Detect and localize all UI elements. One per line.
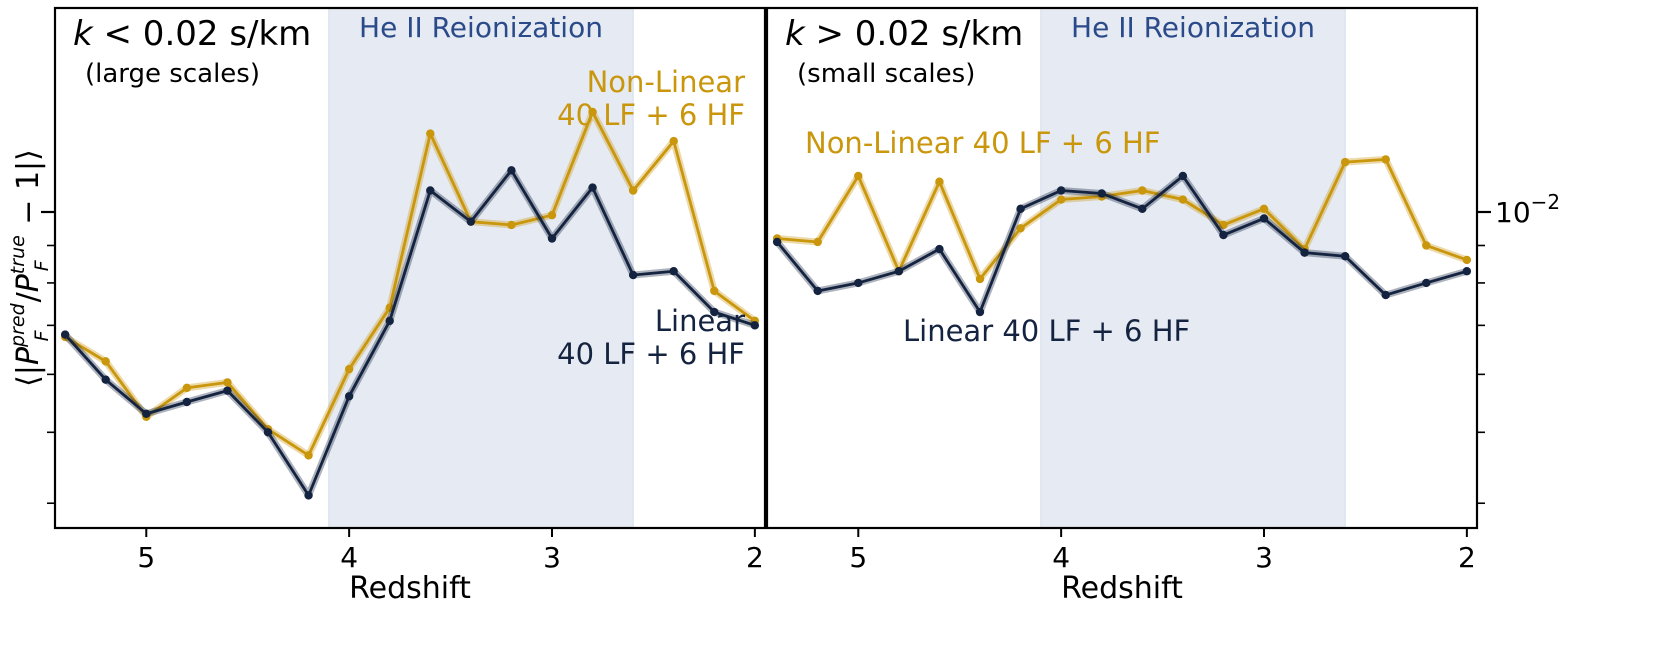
plot-frame xyxy=(53,6,767,530)
data-point xyxy=(547,210,557,220)
x-tick-label: 4 xyxy=(340,541,358,574)
data-point xyxy=(894,267,904,276)
series-label-linear: Linear 40 LF + 6 HF xyxy=(548,304,745,371)
data-point xyxy=(1462,267,1472,276)
data-point xyxy=(628,270,638,280)
data-point xyxy=(426,129,435,138)
data-point xyxy=(710,286,719,296)
x-tick-label: 2 xyxy=(746,541,764,574)
x-tick-label: 3 xyxy=(1255,541,1273,574)
data-point xyxy=(813,237,822,247)
data-point xyxy=(772,237,782,247)
data-point xyxy=(1381,290,1390,300)
data-point xyxy=(1219,220,1228,230)
x-axis-label: Redshift xyxy=(349,571,471,606)
series-label-non-linear: Non-Linear 40 LF + 6 HF xyxy=(805,126,1160,160)
data-point xyxy=(1259,214,1269,223)
data-point xyxy=(588,183,597,192)
data-point xyxy=(669,267,678,276)
he-ii-reionization-band xyxy=(1040,7,1346,529)
data-point xyxy=(750,321,760,330)
data-point xyxy=(101,357,110,366)
data-point xyxy=(628,186,638,195)
data-point xyxy=(975,274,985,284)
data-point xyxy=(182,397,192,407)
data-point xyxy=(854,278,863,288)
series-line xyxy=(64,110,756,457)
x-tick-label: 5 xyxy=(849,541,867,574)
data-point xyxy=(426,186,435,195)
panel-subtitle: (small scales) xyxy=(797,59,975,89)
panel-title: k > 0.02 s/km xyxy=(785,14,1023,54)
series-non-linear xyxy=(772,155,1472,284)
y-axis-label: ⟨|Ppred F/Ptrue F − 1|⟩ xyxy=(7,149,53,387)
data-point xyxy=(223,378,232,387)
data-point xyxy=(1422,241,1431,250)
panel-2: He II Reionization Non-Linear 40 LF + 6 H… xyxy=(765,6,1560,606)
data-point xyxy=(1056,186,1066,195)
data-point xyxy=(1056,195,1066,204)
plot-frame xyxy=(765,6,1479,530)
x-axis-label: Redshift xyxy=(1061,571,1183,606)
x-tick-label: 3 xyxy=(543,541,561,574)
data-point xyxy=(1219,230,1228,240)
series-non-linear xyxy=(60,107,760,460)
data-point xyxy=(1178,171,1188,181)
data-point xyxy=(935,244,944,254)
x-tick-label: 2 xyxy=(1458,541,1476,574)
x-tick-label: 5 xyxy=(137,541,155,574)
data-point xyxy=(344,392,354,401)
data-point xyxy=(1381,155,1390,164)
data-point xyxy=(669,136,678,146)
data-point xyxy=(1097,189,1106,198)
series-linear xyxy=(60,166,760,500)
y-tick-label: 10−2 xyxy=(1495,190,1560,229)
data-point xyxy=(1178,195,1188,204)
data-point xyxy=(1016,204,1025,214)
series-label-linear: Linear 40 LF + 6 HF xyxy=(903,314,1190,348)
band-label: He II Reionization xyxy=(359,11,603,44)
data-point xyxy=(385,316,394,326)
data-point xyxy=(60,330,70,339)
data-point xyxy=(263,428,273,437)
data-point xyxy=(710,307,719,317)
data-point xyxy=(1300,248,1309,257)
data-point xyxy=(182,383,192,393)
series-line xyxy=(776,174,1468,314)
data-point xyxy=(935,177,944,186)
data-point xyxy=(813,286,822,296)
panel-1: He II Reionization Non-Linear 40 LF + 6 H… xyxy=(7,6,767,606)
data-point xyxy=(547,234,557,243)
data-point xyxy=(975,307,985,317)
data-point xyxy=(1422,278,1431,288)
data-point xyxy=(1259,204,1269,214)
he-ii-reionization-band xyxy=(328,7,634,529)
series-line xyxy=(777,157,1468,281)
panel-subtitle: (large scales) xyxy=(85,59,260,89)
data-point xyxy=(142,409,151,418)
data-point xyxy=(466,217,476,226)
panel-title: k < 0.02 s/km xyxy=(73,14,311,54)
data-point xyxy=(101,375,110,384)
data-point xyxy=(1340,157,1350,167)
data-point xyxy=(1138,204,1147,214)
data-point xyxy=(507,220,516,230)
data-point xyxy=(1138,186,1147,195)
data-point xyxy=(1340,252,1350,261)
data-point xyxy=(854,171,863,181)
data-point xyxy=(344,364,354,374)
data-point xyxy=(223,386,232,395)
series-line xyxy=(64,168,756,497)
data-point xyxy=(507,166,516,175)
data-point xyxy=(304,451,313,460)
band-label: He II Reionization xyxy=(1071,11,1315,44)
series-label-non-linear: Non-Linear 40 LF + 6 HF xyxy=(548,65,745,132)
data-point xyxy=(588,107,597,117)
data-point xyxy=(304,491,313,500)
data-point xyxy=(1016,224,1025,233)
data-point xyxy=(1462,255,1472,265)
series-linear xyxy=(772,171,1472,317)
x-tick-label: 4 xyxy=(1052,541,1070,574)
